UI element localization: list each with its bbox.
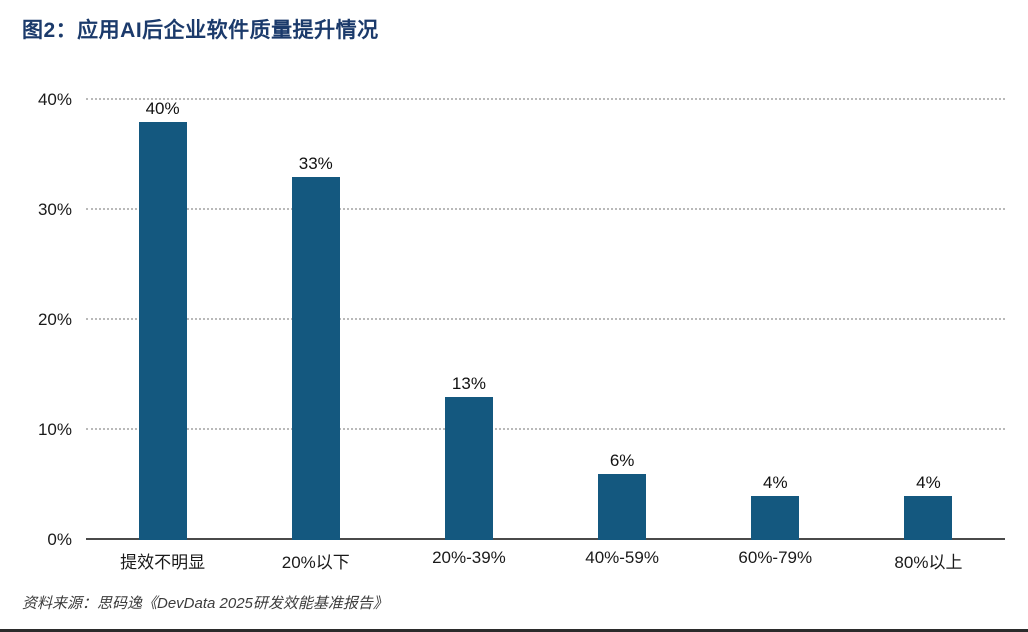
source-note: 资料来源：思码逸《DevData 2025研发效能基准报告》 [22,595,388,612]
gridline [86,98,1005,100]
x-category-label: 80%以上 [894,553,963,572]
bar [444,397,493,540]
bar [904,496,953,540]
bottom-border [0,629,1028,632]
gridline [86,428,1005,430]
gridline [86,208,1005,210]
bars-container: 40% 33% 13% 6% 4% 4% [86,100,1005,540]
bar-column: 13% [392,100,545,540]
bar-column: 40% [86,100,239,540]
bar-column: 33% [239,100,392,540]
bar [291,177,340,540]
x-axis-labels: 提效不明显 20%以下 20%-39% 40%-59% 60%-79% 80%以上 [86,548,1005,573]
y-tick-label: 40% [37,90,72,109]
x-category-label: 40%-59% [585,548,659,567]
bar [751,496,800,540]
bar-value-label: 33% [298,154,333,173]
bar-value-label: 40% [145,99,180,118]
bar-column: 4% [699,100,852,540]
y-tick-label: 10% [37,420,72,439]
x-category-label: 提效不明显 [120,553,206,572]
x-axis-baseline [86,538,1005,540]
bar-column: 4% [852,100,1005,540]
bar-column: 6% [546,100,699,540]
bar-value-label: 4% [916,473,941,492]
y-tick-label: 0% [47,530,72,549]
gridline [86,318,1005,320]
bar [598,474,647,540]
bar-value-label: 6% [609,451,635,470]
x-category-label: 20%以下 [281,553,350,572]
y-tick-label: 30% [37,200,72,219]
x-category-label: 20%-39% [432,548,506,567]
chart-title: 图2：应用AI后企业软件质量提升情况 [22,19,379,42]
plot-area: 40% 33% 13% 6% 4% 4% 0% 10% 20% 30% 40% [38,90,1005,549]
bar [138,122,187,540]
bar-value-label: 4% [762,473,788,492]
x-category-label: 60%-79% [738,548,813,567]
bar-value-label: 13% [451,374,486,393]
y-tick-label: 20% [37,310,72,329]
